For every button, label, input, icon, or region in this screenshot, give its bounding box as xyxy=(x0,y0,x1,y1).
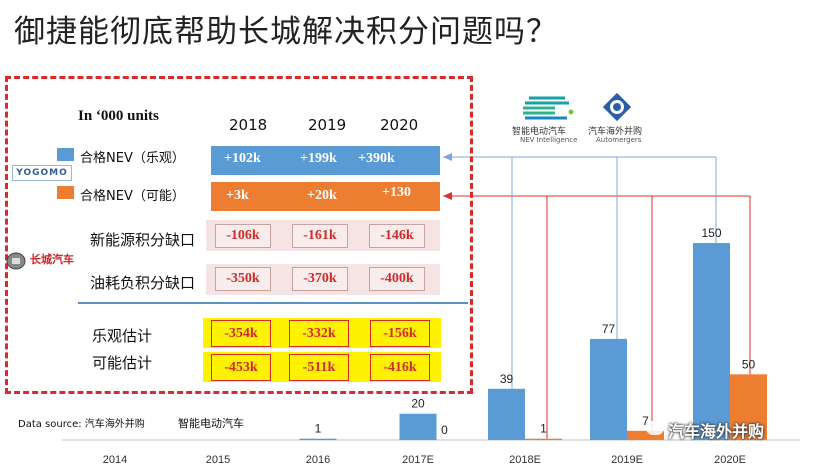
row-label-nev-gap: 新能源积分缺口 xyxy=(90,231,196,249)
x-tick-label-2019E: 2019E xyxy=(611,454,643,466)
optimistic-band xyxy=(211,146,440,175)
possible-estimate-2019: -511k xyxy=(289,354,349,381)
legend-label-optimistic: 合格NEV（乐观） xyxy=(80,151,185,166)
legend-swatch-possible xyxy=(57,186,74,199)
data-label-blue-2020E: 150 xyxy=(701,226,721,240)
bar-blue-2016 xyxy=(299,438,337,440)
x-tick-label-2015: 2015 xyxy=(206,454,230,466)
data-source-extra: 智能电动汽车 xyxy=(178,417,244,430)
optimistic-estimate-2020: -156k xyxy=(370,320,430,347)
data-label-orange-2020E: 50 xyxy=(742,357,756,371)
x-tick-label-2017E: 2017E xyxy=(402,454,434,466)
units-label: In ‘000 units xyxy=(78,108,159,124)
possible-value-2019: +20k xyxy=(307,188,337,203)
x-tick-label-2014: 2014 xyxy=(103,454,127,466)
possible-value-2020: +130 xyxy=(382,185,411,200)
page-title: 御捷能彻底帮助长城解决积分问题吗？ xyxy=(14,14,558,50)
year-header-2020: 2020 xyxy=(380,116,419,134)
nev-gap-2019: -161k xyxy=(292,224,348,248)
nev-intelligence-logo xyxy=(523,96,574,120)
data-source: Data source: 汽车海外并购 xyxy=(18,419,145,430)
data-label-orange-2019E: 7 xyxy=(642,414,649,428)
possible-value-2018: +3k xyxy=(226,188,249,203)
x-tick-label-2016: 2016 xyxy=(306,454,330,466)
bar-blue-2017E xyxy=(399,413,437,440)
connector-possible-arrow xyxy=(443,192,452,200)
x-tick-label-2020E: 2020E xyxy=(714,454,746,466)
optimistic-estimate-2019: -332k xyxy=(289,320,349,347)
optimistic-estimate-2018: -354k xyxy=(211,320,271,347)
legend-label-possible: 合格NEV（可能） xyxy=(80,189,185,204)
bar-orange-2018E xyxy=(525,438,562,440)
bar-blue-2020E xyxy=(693,243,730,440)
x-tick-label-2018E: 2018E xyxy=(509,454,541,466)
data-label-blue-2016: 1 xyxy=(315,422,322,436)
watermark: 汽车海外并购 xyxy=(668,422,765,441)
year-header-2019: 2019 xyxy=(308,116,347,134)
data-label-blue-2019E: 77 xyxy=(602,322,616,336)
optimistic-value-2018: +102k xyxy=(224,151,261,166)
table-divider xyxy=(78,302,468,304)
data-label-orange-2017E: 0 xyxy=(441,423,448,437)
data-label-blue-2018E: 39 xyxy=(500,372,514,386)
year-header-2018: 2018 xyxy=(229,116,268,134)
possible-estimate-2020: -416k xyxy=(370,354,430,381)
fuel-gap-2020: -400k xyxy=(369,267,425,291)
great-wall-logo xyxy=(6,252,26,270)
yogomo-logo: YOGOMO xyxy=(12,165,72,181)
automergers-logo-subtitle: Automergers xyxy=(596,136,642,144)
optimistic-value-2020: +390k xyxy=(358,151,395,166)
fuel-gap-2018: -350k xyxy=(215,267,271,291)
summary-table-frame xyxy=(5,76,473,394)
optimistic-value-2019: +199k xyxy=(300,151,337,166)
row-label-fuel-gap: 油耗负积分缺口 xyxy=(90,274,196,292)
data-label-orange-2018E: 1 xyxy=(540,422,547,436)
possible-estimate-2018: -453k xyxy=(211,354,271,381)
connector-optimistic-arrow xyxy=(443,153,452,161)
bar-blue-2018E xyxy=(488,388,525,440)
nev-gap-2018: -106k xyxy=(215,224,271,248)
row-label-possible-estimate: 可能估计 xyxy=(92,354,153,372)
great-wall-name: 长城汽车 xyxy=(30,253,74,266)
fuel-gap-2019: -370k xyxy=(292,267,348,291)
wechat-icon xyxy=(646,421,664,435)
nev-logo-name: 智能电动汽车 xyxy=(512,127,567,137)
nev-logo-subtitle: NEV Intelligence xyxy=(520,136,578,144)
bar-orange-2020E xyxy=(730,374,767,440)
data-label-blue-2017E: 20 xyxy=(411,397,425,411)
bar-blue-2019E xyxy=(590,338,627,440)
legend-swatch-optimistic xyxy=(57,148,74,161)
bar-orange-2019E xyxy=(627,430,664,440)
automergers-logo xyxy=(602,92,632,122)
row-label-optimistic-estimate: 乐观估计 xyxy=(92,327,153,345)
nev-gap-2020: -146k xyxy=(369,224,425,248)
automergers-logo-name: 汽车海外并购 xyxy=(588,127,643,137)
possible-band xyxy=(211,182,440,211)
